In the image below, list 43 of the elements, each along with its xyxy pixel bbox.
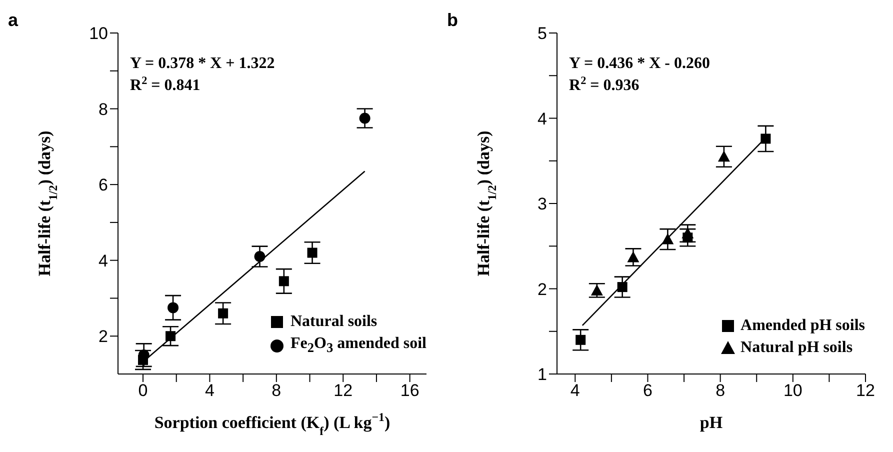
point (681, 227, 694, 238)
x-tick-label: 12 (334, 381, 353, 400)
point (626, 251, 639, 262)
y-tick-label: 10 (89, 24, 108, 44)
point (168, 302, 179, 314)
x-tick-label: 12 (856, 381, 874, 400)
point (278, 276, 289, 286)
y-tick-label: 2 (98, 327, 108, 346)
annotation: R$^{2}$ = 0.936 (568, 75, 639, 94)
legend-label: Natural pH soils (740, 338, 853, 358)
annotation: Y = 0.378 * X + 1.322 (130, 55, 275, 72)
y-tick-label: 8 (98, 100, 108, 119)
y-tick-label: 2 (537, 280, 546, 299)
chart-title: b (446, 10, 458, 30)
y-tick-label: 5 (537, 24, 546, 44)
legend-label: Amended pH soils (740, 316, 865, 336)
y-tick-label: 6 (98, 176, 108, 195)
x-tick-label: 8 (715, 381, 725, 400)
y-tick-label: 4 (537, 109, 546, 128)
x-tick-label: 16 (400, 381, 420, 400)
annotation: R$^{2}$ = 0.841 (130, 75, 200, 94)
point (359, 112, 370, 124)
chart-title: a (8, 10, 19, 30)
y-tick-label: 1 (537, 365, 546, 384)
y-tick-label: 4 (98, 251, 108, 270)
y-tick-label: 3 (537, 194, 546, 214)
x-tick-label: 0 (138, 381, 148, 400)
point (717, 150, 730, 162)
x-tick-label: 10 (782, 381, 802, 400)
x-axis-title: Sorption coefficient (K$_{f}$) (L kg$^{−1}$) (154, 410, 390, 438)
x-axis-title: pH (699, 413, 722, 432)
point (575, 334, 586, 345)
x-tick-label: 4 (204, 381, 214, 400)
x-tick-label: 8 (272, 381, 282, 400)
point (307, 248, 318, 258)
legend-label: Fe$_{2}$O$_{3}$ amended soil (290, 334, 426, 357)
point (590, 284, 602, 296)
annotation: Y = 0.436 * X - 0.260 (568, 55, 710, 72)
x-tick-label: 4 (570, 381, 580, 400)
point (760, 134, 770, 144)
x-tick-label: 6 (642, 381, 652, 400)
legend-label: Natural soils (290, 312, 378, 332)
point (218, 308, 228, 318)
